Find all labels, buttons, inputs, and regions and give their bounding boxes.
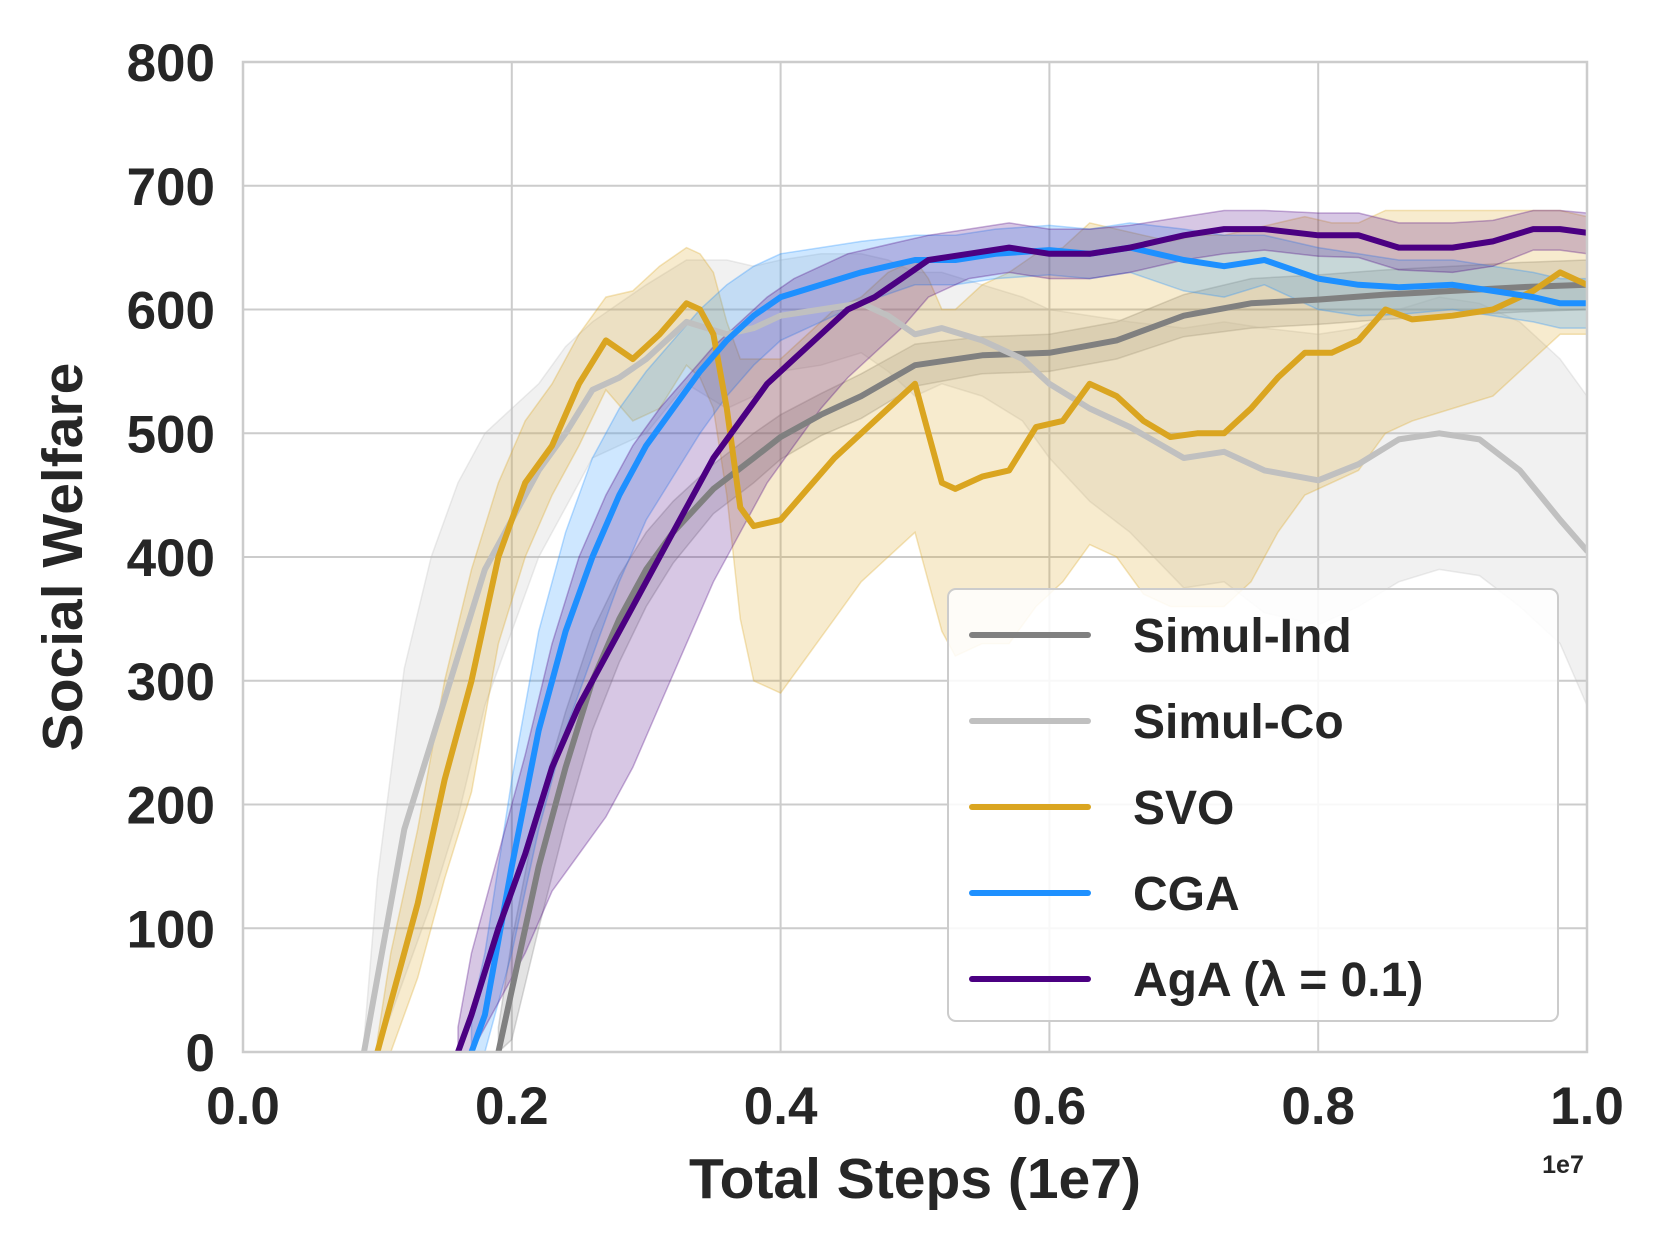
x-tick-label: 0.6 <box>1013 1077 1087 1136</box>
y-tick-label: 100 <box>127 900 215 959</box>
series-lines <box>361 226 1587 1052</box>
x-tick-label: 0.0 <box>206 1077 280 1136</box>
y-axis-label: Social Welfare <box>31 363 95 752</box>
legend-label-simul-co: Simul-Co <box>1133 696 1344 749</box>
y-tick-label: 200 <box>127 777 215 836</box>
tick-labels: 0.0 0.2 0.4 0.6 0.8 1.0 0 100 200 300 400 500 600 700… <box>127 34 1624 1136</box>
band-cga <box>470 222 1587 1052</box>
legend-label-cga: CGA <box>1133 868 1240 921</box>
line-svo <box>374 269 1587 1052</box>
legend-box <box>947 588 1559 1022</box>
x-axis-label: Total Steps (1e7) <box>689 1147 1141 1211</box>
plot-frame <box>241 60 1589 1054</box>
x-tick-label: 0.8 <box>1281 1077 1355 1136</box>
legend-label-svo: SVO <box>1133 782 1234 835</box>
y-tick-label: 800 <box>127 34 215 93</box>
line-aga-0-1 <box>455 226 1587 1052</box>
y-tick-label: 400 <box>127 529 215 588</box>
y-tick-label: 700 <box>127 158 215 217</box>
y-tick-label: 300 <box>127 653 215 712</box>
legend: Simul-Ind Simul-Co SVO CGA AgA (λ = 0.1) <box>947 588 1559 1022</box>
legend-label-simul-ind: Simul-Ind <box>1133 610 1352 663</box>
band-simul-co <box>363 253 1587 1052</box>
legend-label-aga-0-1: AgA (λ = 0.1) <box>1133 954 1423 1007</box>
y-tick-label: 500 <box>127 405 215 464</box>
y-tick-label: 600 <box>127 282 215 341</box>
x-tick-label: 1.0 <box>1550 1077 1624 1136</box>
x-tick-label: 0.4 <box>744 1077 818 1136</box>
x-tick-label: 0.2 <box>475 1077 549 1136</box>
y-tick-label: 0 <box>186 1024 215 1083</box>
x-offset-label: 1e7 <box>1542 1151 1584 1179</box>
